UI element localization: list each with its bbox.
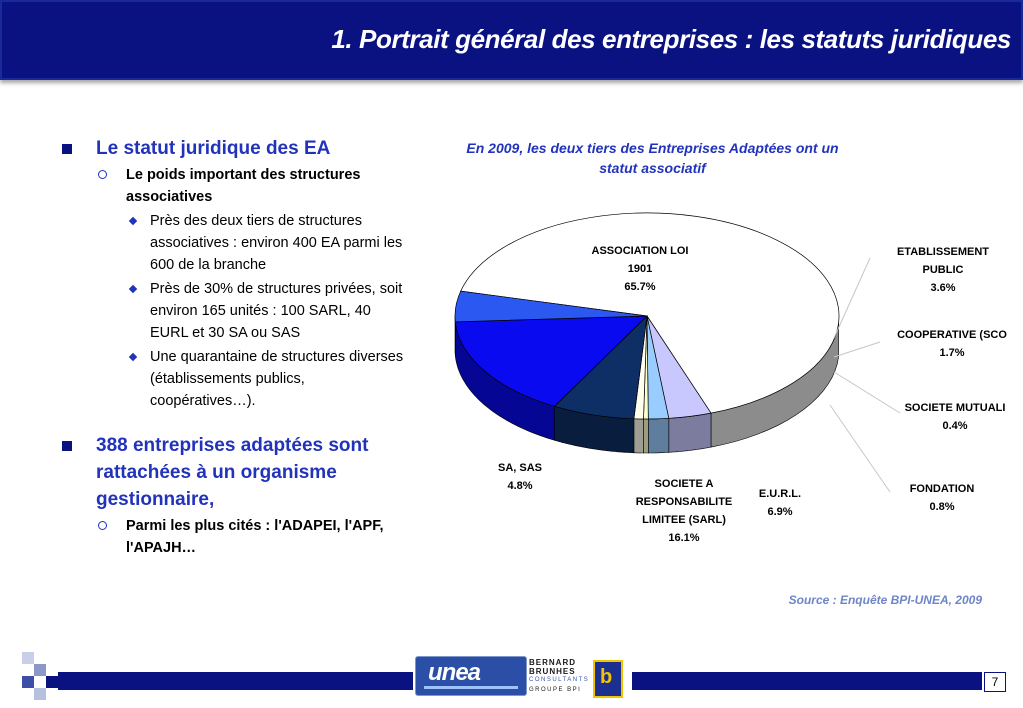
bullet-level3: Près des deux tiers de structures associ… [62, 210, 407, 276]
slice-label: SOCIETE A RESPONSABILITE LIMITEE (SARL) 16.… [636, 478, 733, 544]
slice-label: FONDATION 0.8% [910, 483, 975, 513]
slice-label: COOPERATIVE (SCO 1.7% [897, 329, 1007, 359]
slice-label: ETABLISSEMENT PUBLIC 3.6% [897, 246, 989, 294]
leader-line [829, 404, 891, 493]
pie-slice-side [643, 418, 649, 454]
logo-text: GROUPE BPI [529, 687, 582, 693]
slice-label: E.U.R.L. 6.9% [759, 488, 801, 518]
page-number: 7 [984, 672, 1006, 692]
bullet-level3: Une quarantaine de structures diverses (… [62, 346, 407, 412]
bullet-text: Une quarantaine de structures diverses (… [150, 349, 404, 409]
bullet-text: Le poids important des structures associ… [126, 167, 361, 205]
logo-text: CONSULTANTS [529, 677, 590, 683]
pie-slice [454, 315, 648, 407]
bullet-text: Près de 30% de structures privées, soit … [150, 281, 403, 341]
pie-slice [454, 290, 648, 323]
chart-title: En 2009, les deux tiers des Entreprises … [466, 140, 839, 176]
pie-slice-side [648, 417, 670, 454]
leader-line [833, 371, 901, 414]
square-bullet-icon [62, 144, 72, 154]
circle-bullet-icon [98, 170, 107, 179]
bullet-list: Le statut juridique des EA Le poids impo… [62, 135, 407, 559]
bullet-text: 388 entreprises adaptées sont rattachées… [96, 435, 369, 510]
logo-mark-icon: b [593, 660, 623, 698]
square-bullet-icon [62, 441, 72, 451]
logo-text: BRUNHES [529, 667, 576, 676]
bullet-text: Près des deux tiers de structures associ… [150, 213, 403, 273]
logo-text: BERNARD [529, 658, 576, 667]
circle-bullet-icon [98, 521, 107, 530]
chart-source: Source : Enquête BPI-UNEA, 2009 [788, 593, 982, 607]
pie-slice [460, 212, 840, 414]
slice-label: SOCIETE MUTUALI 0.4% [905, 402, 1006, 432]
deco-square [46, 676, 58, 688]
slice-label: SA, SAS 4.8% [498, 462, 542, 492]
bullet-level3: Près de 30% de structures privées, soit … [62, 278, 407, 344]
bullet-level2: Le poids important des structures associ… [62, 164, 407, 208]
leader-line [833, 341, 881, 358]
page-title: 1. Portrait général des entreprises : le… [331, 24, 1011, 54]
pie-slice-side [668, 412, 712, 453]
bullet-level2: Parmi les plus cités : l'ADAPEI, l'APF, … [62, 515, 407, 559]
bullet-level1: Le statut juridique des EA [62, 135, 407, 162]
leader-line [833, 257, 871, 339]
bullet-text: Le statut juridique des EA [96, 138, 331, 159]
slice-label: ASSOCIATION LOI 1901 65.7% [592, 245, 689, 293]
deco-square [22, 652, 34, 664]
unea-logo: unea [415, 656, 527, 696]
footer-band-right [632, 672, 982, 690]
pie-slice-side [633, 418, 644, 454]
bullet-level1: 388 entreprises adaptées sont rattachées… [62, 432, 407, 513]
deco-square [34, 688, 46, 700]
footer-band-left [58, 672, 413, 690]
deco-square [34, 664, 46, 676]
bernard-brunhes-logo: BERNARD BRUNHES CONSULTANTS GROUPE BPI b [527, 656, 627, 698]
deco-square [22, 676, 34, 688]
unea-logo-text: unea [428, 659, 481, 686]
title-bar: 1. Portrait général des entreprises : le… [0, 0, 1023, 80]
logo-underline [424, 686, 518, 689]
bullet-text: Parmi les plus cités : l'ADAPEI, l'APF, … [126, 518, 384, 556]
